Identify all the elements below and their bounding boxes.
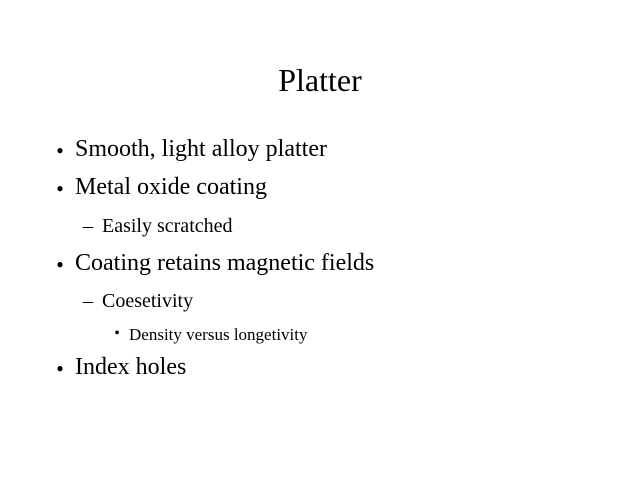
dash-marker: – <box>83 290 93 312</box>
bullet-marker: • <box>56 356 64 381</box>
slide-title: Platter <box>0 60 640 100</box>
bullet-text: Easily scratched <box>102 215 233 237</box>
bullet-marker: • <box>56 138 64 163</box>
bullet-text: Coesetivity <box>102 290 194 312</box>
bullet-marker: • <box>56 252 64 277</box>
slide-title-text: Platter <box>278 62 362 98</box>
bullet-text: Coating retains magnetic fields <box>75 250 375 276</box>
bullet-text: Density versus longetivity <box>129 325 308 344</box>
bullet-text: Smooth, light alloy platter <box>75 136 327 162</box>
bullet-marker: • <box>114 325 120 342</box>
bullet-text: Index holes <box>75 354 187 380</box>
bullet-marker: • <box>56 176 64 201</box>
dash-marker: – <box>83 215 93 237</box>
bullet-text: Metal oxide coating <box>75 174 267 200</box>
